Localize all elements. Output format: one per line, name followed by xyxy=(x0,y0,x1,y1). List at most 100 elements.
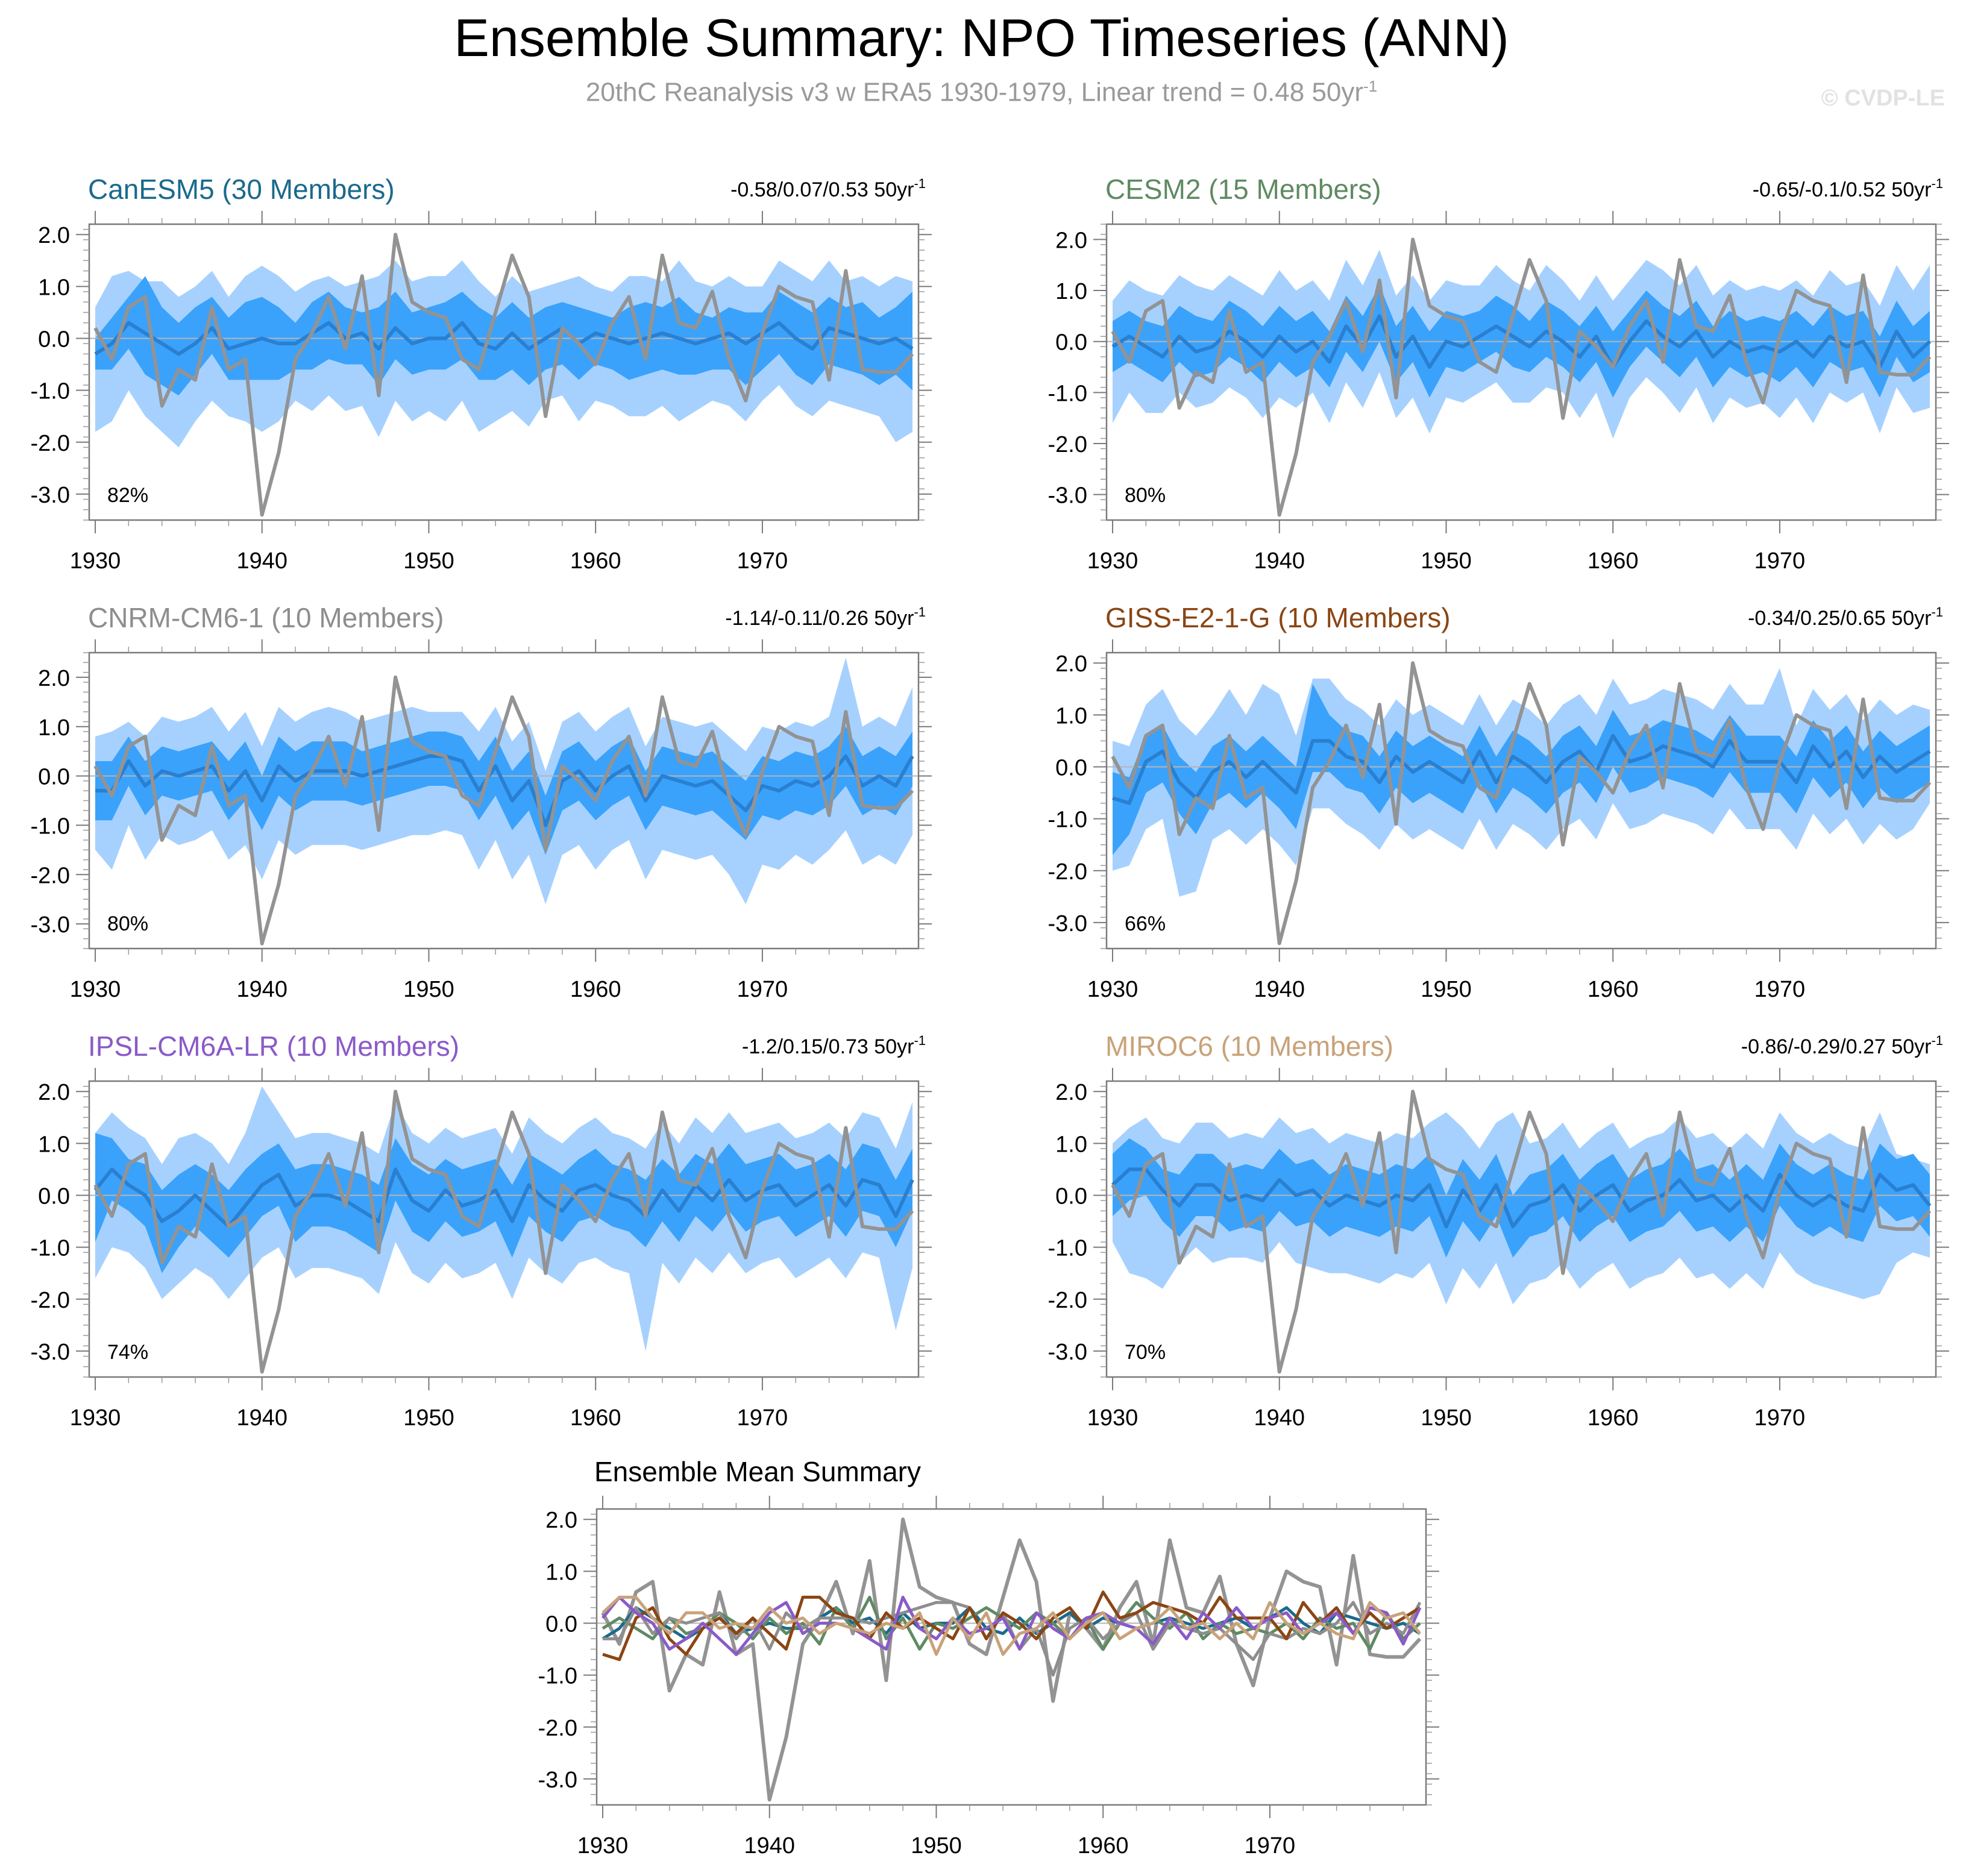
trend-range-label: -0.58/0.07/0.53 50yr-1 xyxy=(730,176,926,201)
panel-2: 2.0 1.0 0.0 -1.0 -2.0 -3.0 1930 1940 1950 1960 197… xyxy=(31,602,932,1002)
y-tick-label: 2.0 xyxy=(1055,228,1087,253)
y-tick-label: 2.0 xyxy=(1055,1080,1087,1105)
y-tick-label: 0.0 xyxy=(1055,1184,1087,1209)
y-tick-label: 0.0 xyxy=(1055,756,1087,781)
x-tick-label: 1960 xyxy=(570,1405,621,1431)
y-tick-label: 1.0 xyxy=(1055,279,1087,304)
summary-mean-line-3 xyxy=(602,1590,1421,1661)
trend-range-sup: -1 xyxy=(914,604,926,620)
panel-title: IPSL-CM6A-LR (10 Members) xyxy=(88,1031,459,1062)
inner-spread-band xyxy=(95,276,912,396)
x-tick-label: 1950 xyxy=(403,1405,454,1431)
trend-range-label: -0.86/-0.29/0.27 50yr-1 xyxy=(1741,1033,1943,1058)
percent-label: 74% xyxy=(107,1341,148,1364)
panel-title: CESM2 (15 Members) xyxy=(1105,174,1381,205)
x-tick-label: 1950 xyxy=(1421,548,1472,574)
observations-line xyxy=(1111,1090,1932,1374)
x-tick-label: 1940 xyxy=(1254,1405,1305,1431)
panel-title: CNRM-CM6-1 (10 Members) xyxy=(88,602,444,633)
observations-line xyxy=(1111,237,1932,517)
y-tick-label: 2.0 xyxy=(38,666,70,691)
x-tick-label: 1930 xyxy=(1087,1405,1139,1431)
x-tick-label: 1950 xyxy=(1421,1405,1472,1431)
y-tick-label: 0.0 xyxy=(1055,330,1087,356)
y-tick-label: 0.0 xyxy=(38,327,70,353)
ensemble-mean-line xyxy=(95,754,914,827)
copyright-watermark: © CVDP-LE xyxy=(1821,86,1945,111)
y-tick-label: -3.0 xyxy=(31,483,70,508)
y-tick-label: 0.0 xyxy=(38,1184,70,1209)
percent-label: 80% xyxy=(107,912,148,935)
inner-spread-band xyxy=(1113,1138,1930,1258)
x-tick-label: 1930 xyxy=(70,1405,121,1431)
x-tick-label: 1960 xyxy=(1588,977,1639,1002)
y-tick-label: 1.0 xyxy=(1055,1132,1087,1157)
panel-title: CanESM5 (30 Members) xyxy=(88,174,395,205)
y-tick-label: -1.0 xyxy=(1048,381,1087,406)
x-tick-label: 1970 xyxy=(1754,1405,1806,1431)
panel-3: 2.0 1.0 0.0 -1.0 -2.0 -3.0 1930 1940 1950 1960 197… xyxy=(1048,602,1949,1002)
panel-title: GISS-E2-1-G (10 Members) xyxy=(1105,602,1451,633)
y-tick-label: -1.0 xyxy=(31,379,70,404)
x-tick-label: 1940 xyxy=(1254,977,1305,1002)
y-tick-label: -2.0 xyxy=(538,1716,577,1741)
main-title: Ensemble Summary: NPO Timeseries (ANN) xyxy=(454,8,1509,67)
panel-4: 2.0 1.0 0.0 -1.0 -2.0 -3.0 1930 1940 1950 1960 197… xyxy=(31,1031,932,1431)
ensemble-mean-line xyxy=(94,321,914,356)
x-tick-label: 1970 xyxy=(1754,548,1806,574)
x-tick-label: 1950 xyxy=(911,1833,962,1859)
observations-line xyxy=(1111,661,1932,946)
ensemble-mean-line xyxy=(1112,733,1931,805)
trend-range-label: -1.2/0.15/0.73 50yr-1 xyxy=(742,1033,926,1058)
summary-panel: 2.0 1.0 0.0 -1.0 -2.0 -3.0 1930 1940 1950 1960 197… xyxy=(538,1456,1439,1859)
y-tick-label: -2.0 xyxy=(31,1288,70,1313)
y-tick-label: -2.0 xyxy=(1048,859,1087,885)
x-tick-label: 1970 xyxy=(737,977,788,1002)
subtitle-superscript: -1 xyxy=(1363,77,1378,95)
subtitle-text: 20thC Reanalysis v3 w ERA5 1930-1979, Li… xyxy=(585,77,1364,107)
trend-range-sup: -1 xyxy=(1931,176,1943,191)
y-tick-label: -2.0 xyxy=(31,863,70,888)
panel-0: 2.0 1.0 0.0 -1.0 -2.0 -3.0 1930 1940 1950 1960 197… xyxy=(31,174,932,574)
trend-range-text: -1.14/-0.11/0.26 50yr xyxy=(725,607,914,630)
percent-label: 82% xyxy=(107,484,148,507)
x-tick-label: 1930 xyxy=(70,548,121,574)
y-tick-label: -2.0 xyxy=(1048,1288,1087,1313)
x-tick-label: 1940 xyxy=(744,1833,795,1859)
trend-range-label: -0.65/-0.1/0.52 50yr-1 xyxy=(1753,176,1943,201)
trend-range-text: -1.2/0.15/0.73 50yr xyxy=(742,1035,914,1058)
panel-1: 2.0 1.0 0.0 -1.0 -2.0 -3.0 1930 1940 1950 1960 197… xyxy=(1048,174,1949,574)
x-tick-label: 1970 xyxy=(737,1405,788,1431)
plot-frame xyxy=(1105,223,1937,521)
y-tick-label: -2.0 xyxy=(31,431,70,456)
x-tick-label: 1960 xyxy=(570,548,621,574)
trend-range-label: -1.14/-0.11/0.26 50yr-1 xyxy=(725,604,926,630)
x-tick-label: 1940 xyxy=(236,977,287,1002)
y-tick-label: 2.0 xyxy=(545,1508,577,1533)
y-tick-label: -1.0 xyxy=(31,814,70,839)
trend-range-text: -0.58/0.07/0.53 50yr xyxy=(730,178,914,201)
x-tick-label: 1950 xyxy=(403,977,454,1002)
x-tick-label: 1930 xyxy=(70,977,121,1002)
y-tick-label: -3.0 xyxy=(538,1768,577,1793)
y-tick-label: -3.0 xyxy=(31,1340,70,1365)
trend-range-label: -0.34/0.25/0.65 50yr-1 xyxy=(1748,604,1943,630)
x-tick-label: 1960 xyxy=(570,977,621,1002)
y-tick-label: -1.0 xyxy=(1048,808,1087,833)
x-tick-label: 1970 xyxy=(1754,977,1806,1002)
x-tick-label: 1950 xyxy=(1421,977,1472,1002)
summary-observations-line xyxy=(601,1517,1422,1802)
plot-frame xyxy=(88,223,920,521)
observations-line xyxy=(93,1090,914,1374)
trend-range-sup: -1 xyxy=(914,1033,926,1048)
panel-5: 2.0 1.0 0.0 -1.0 -2.0 -3.0 1930 1940 1950 1960 197… xyxy=(1048,1031,1949,1431)
trend-range-sup: -1 xyxy=(914,176,926,191)
y-tick-label: -3.0 xyxy=(1048,1340,1087,1365)
plot-frame xyxy=(88,1080,920,1378)
trend-range-text: -0.34/0.25/0.65 50yr xyxy=(1748,607,1931,630)
plot-frame xyxy=(1105,651,1937,950)
x-tick-label: 1940 xyxy=(1254,548,1305,574)
inner-spread-band xyxy=(95,726,912,855)
y-tick-label: 0.0 xyxy=(38,765,70,790)
